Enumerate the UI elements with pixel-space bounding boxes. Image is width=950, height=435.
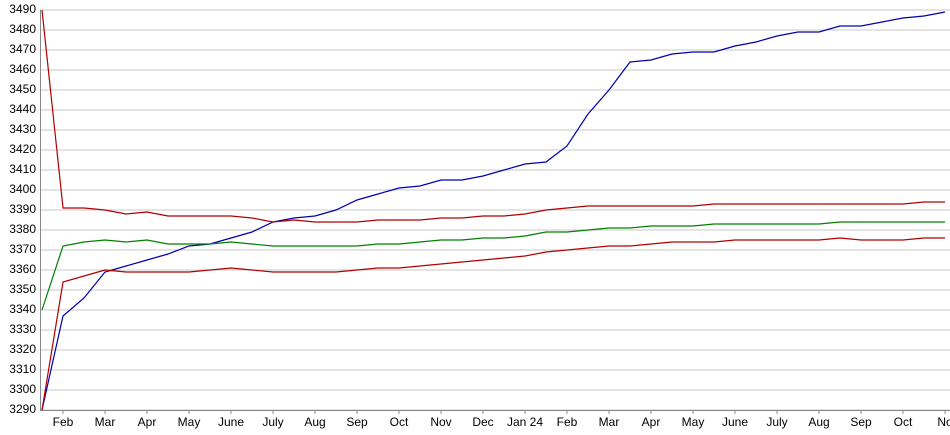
y-tick-label: 3370: [9, 242, 36, 256]
series-line: [41, 11, 946, 411]
x-tick-label: Feb: [557, 415, 578, 429]
x-tick-label: Dec: [472, 415, 493, 429]
y-tick-label: 3460: [9, 62, 36, 76]
y-tick-label: 3400: [9, 182, 36, 196]
x-tick-label: Nov: [430, 415, 451, 429]
y-tick-label: 3420: [9, 142, 36, 156]
y-tick-label: 3440: [9, 102, 36, 116]
x-tick-label: Oct: [894, 415, 913, 429]
y-tick-label: 3390: [9, 202, 36, 216]
x-tick-label: Mar: [599, 415, 620, 429]
y-tick-label: 3480: [9, 22, 36, 36]
y-tick-label: 3330: [9, 322, 36, 336]
x-tick-label: July: [262, 415, 283, 429]
y-tick-label: 3320: [9, 342, 36, 356]
x-tick-label: Sep: [346, 415, 368, 429]
y-tick-label: 3310: [9, 362, 36, 376]
y-tick-label: 3490: [9, 2, 36, 16]
y-tick-label: 3290: [9, 402, 36, 416]
x-tick-label: No: [937, 415, 950, 429]
y-tick-label: 3340: [9, 302, 36, 316]
y-tick-label: 3360: [9, 262, 36, 276]
y-tick-label: 3430: [9, 122, 36, 136]
x-tick-label: Apr: [642, 415, 661, 429]
x-tick-label: Feb: [53, 415, 74, 429]
y-tick-label: 3350: [9, 282, 36, 296]
x-tick-label: June: [722, 415, 748, 429]
x-tick-label: Oct: [390, 415, 409, 429]
x-tick-label: Aug: [304, 415, 325, 429]
x-tick-label: Aug: [808, 415, 829, 429]
x-tick-label: July: [766, 415, 787, 429]
y-tick-label: 3410: [9, 162, 36, 176]
series-line: [41, 9, 945, 223]
x-tick-label: Apr: [138, 415, 157, 429]
series-line: [41, 237, 945, 411]
series-line: [41, 221, 945, 311]
y-tick-label: 3300: [9, 382, 36, 396]
y-tick-label: 3380: [9, 222, 36, 236]
x-tick-label: May: [178, 415, 201, 429]
x-tick-label: Mar: [95, 415, 116, 429]
x-tick-label: Sep: [850, 415, 872, 429]
x-tick-label: Jan 24: [507, 415, 543, 429]
y-tick-label: 3470: [9, 42, 36, 56]
y-tick-label: 3450: [9, 82, 36, 96]
x-tick-label: June: [218, 415, 244, 429]
x-tick-label: May: [682, 415, 705, 429]
